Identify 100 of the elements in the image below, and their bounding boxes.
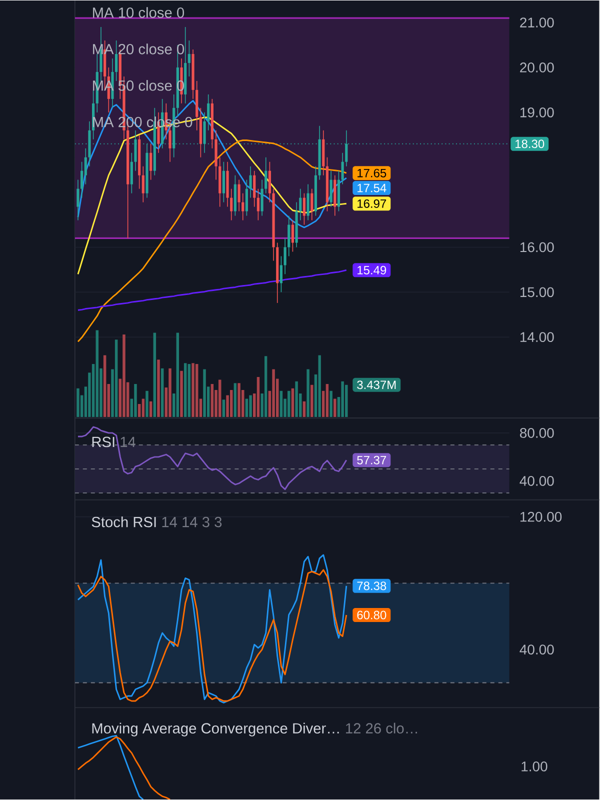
text: 14 14 3 3 [162,516,222,528]
bar [288,390,290,417]
text: Stoch RSI [92,516,156,528]
bar [272,369,276,417]
bar [222,400,226,417]
candlestick [288,215,290,257]
bar [334,398,336,417]
bar [210,384,214,417]
candlestick [142,166,145,203]
candlestick [299,188,302,221]
candlestick [257,188,260,221]
bar [176,332,180,417]
bar [291,388,294,417]
candlestick [246,179,248,216]
ref-line-label: 18.30 [516,140,544,148]
bar [180,370,184,417]
candlestick [310,188,314,221]
y-tick-label: 40.00 [520,644,554,655]
candlestick [203,112,206,154]
y-tick-label: 120.00 [520,512,562,522]
candlestick [249,166,252,198]
bar [318,355,322,417]
candlestick [115,40,118,82]
text: RSI [92,436,114,448]
y-tick-label: 14.00 [520,332,554,342]
data-label: 78.38 [357,582,386,590]
candlestick [242,192,244,221]
candlestick [76,179,80,221]
bar [203,369,206,417]
bar [104,355,106,417]
data-label: 17.54 [358,184,386,192]
bar [345,384,348,417]
y-tick-label: 80.00 [520,428,554,438]
bar [280,390,283,417]
y-tick-label: 40.00 [520,476,554,486]
candlestick [341,152,344,185]
candlestick [280,256,283,293]
candlestick [84,148,88,185]
text: 14 [120,436,136,447]
bar [168,368,172,417]
y-tick-label: 19.00 [520,107,554,118]
bar [264,356,268,417]
candlestick [188,40,191,77]
data-label: 60.80 [357,610,386,620]
bar [306,369,310,417]
bar [188,364,191,417]
bar [146,390,148,417]
data-label: 57.37 [357,456,386,464]
bar [302,401,306,417]
bar [295,381,298,417]
candlestick [306,184,310,221]
candlestick [253,170,256,208]
bar [341,381,344,417]
bar [76,388,80,417]
bar [122,334,126,417]
bar [142,398,145,417]
bar [218,380,222,417]
candlestick [284,238,286,275]
bar [161,368,164,417]
annotation: MA 10 close 0 [93,7,184,18]
bar [326,384,329,417]
bar [230,390,233,417]
bar [245,398,248,417]
bar [184,363,187,417]
data-label: 15.49 [358,266,386,274]
data-label: 16.97 [358,199,386,208]
y-tick-label: 16.00 [520,242,554,252]
y-tick-label: 21.00 [520,18,554,28]
bar [115,340,118,417]
text: 3.437M [357,380,396,390]
candlestick [80,161,84,198]
bar [196,364,198,417]
bar [238,383,241,417]
candlestick [292,220,294,252]
candlestick [264,156,268,194]
bar [234,383,237,417]
candlestick [222,161,226,203]
candlestick [238,179,240,212]
y-tick-label: 15.00 [520,287,554,298]
bar [256,377,260,417]
candlestick [330,170,332,208]
bar [134,384,137,417]
text: 12 26 clo… [346,722,418,734]
bar [192,363,195,417]
data-label: 17.65 [358,168,386,178]
bar [157,360,160,417]
candlestick [150,143,152,180]
candlestick [207,94,210,131]
chart-title: Moving Average Convergence Diver… [92,722,339,736]
candlestick [260,179,264,216]
y-tick-label: 20.00 [520,62,554,72]
bar [96,330,99,417]
candlestick [268,161,272,203]
candlestick [130,152,134,194]
bar [330,390,333,417]
bar [150,401,152,417]
bar [249,395,252,417]
bar [310,384,314,417]
bar [153,332,156,417]
candlestick [303,192,306,226]
